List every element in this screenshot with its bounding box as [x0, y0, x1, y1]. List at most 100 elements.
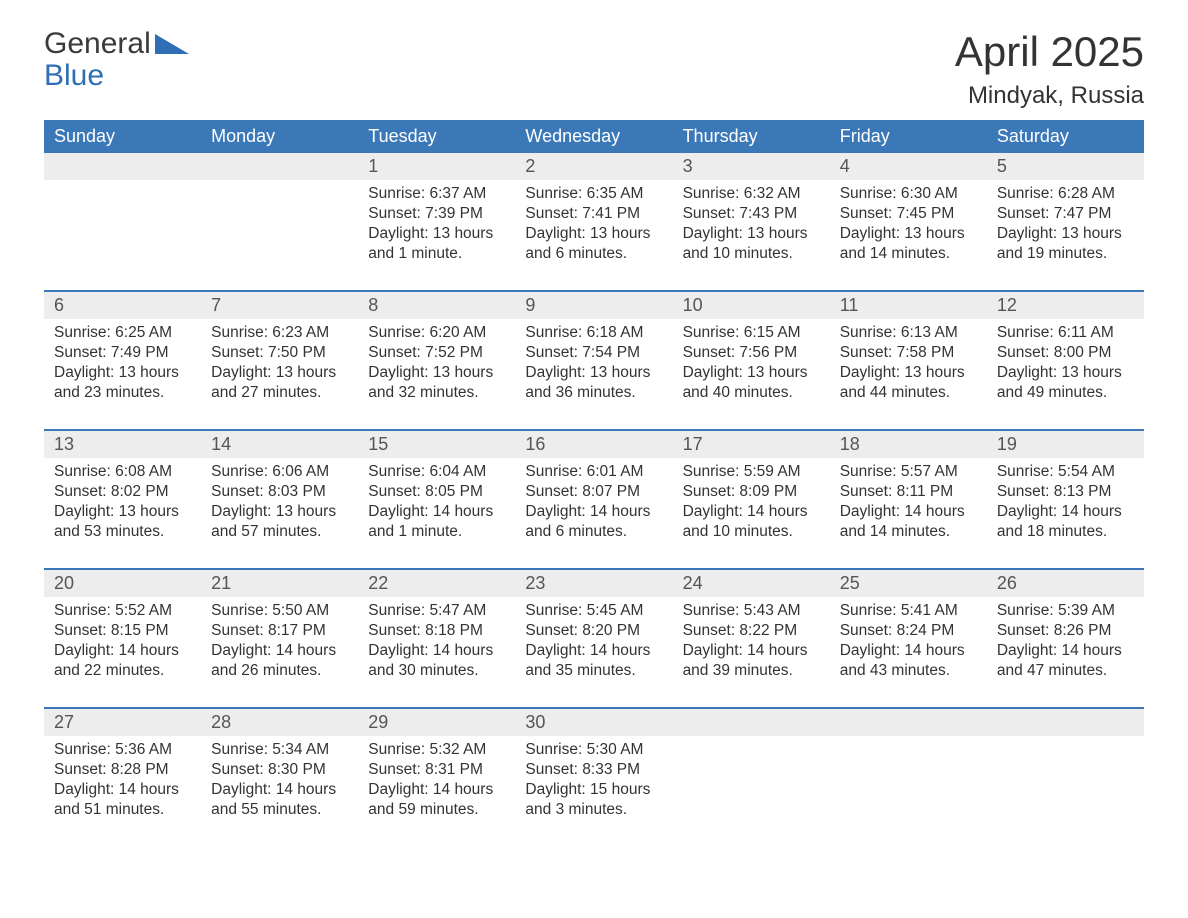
day-cell: Sunrise: 5:54 AMSunset: 8:13 PMDaylight:… [987, 458, 1144, 550]
day-name: Sunday [44, 120, 201, 153]
sunrise-line: Sunrise: 6:08 AM [54, 462, 191, 482]
daylight-line: Daylight: 13 hours and 40 minutes. [683, 363, 820, 403]
daylight-line: Daylight: 14 hours and 30 minutes. [368, 641, 505, 681]
day-number: 28 [201, 709, 358, 736]
brand-triangle-icon [155, 34, 189, 60]
day-number-row: 20212223242526 [44, 570, 1144, 597]
day-number: 16 [515, 431, 672, 458]
daylight-line: Daylight: 13 hours and 32 minutes. [368, 363, 505, 403]
daylight-line: Daylight: 14 hours and 1 minute. [368, 502, 505, 542]
sunset-line: Sunset: 8:11 PM [840, 482, 977, 502]
day-number: 10 [673, 292, 830, 319]
sunrise-line: Sunrise: 5:50 AM [211, 601, 348, 621]
day-number [673, 709, 830, 736]
day-cell [201, 180, 358, 272]
title-block: April 2025 Mindyak, Russia [955, 28, 1144, 110]
day-cell: Sunrise: 5:52 AMSunset: 8:15 PMDaylight:… [44, 597, 201, 689]
day-name: Monday [201, 120, 358, 153]
day-name: Wednesday [515, 120, 672, 153]
sunset-line: Sunset: 7:45 PM [840, 204, 977, 224]
sunrise-line: Sunrise: 5:52 AM [54, 601, 191, 621]
sunrise-line: Sunrise: 6:13 AM [840, 323, 977, 343]
day-number: 17 [673, 431, 830, 458]
day-cell [830, 736, 987, 828]
day-number: 1 [358, 153, 515, 180]
sunrise-line: Sunrise: 6:37 AM [368, 184, 505, 204]
sunrise-line: Sunrise: 6:32 AM [683, 184, 820, 204]
day-cell: Sunrise: 5:30 AMSunset: 8:33 PMDaylight:… [515, 736, 672, 828]
sunset-line: Sunset: 8:18 PM [368, 621, 505, 641]
day-cell [44, 180, 201, 272]
day-number-row: 27282930 [44, 709, 1144, 736]
location-label: Mindyak, Russia [955, 82, 1144, 110]
sunrise-line: Sunrise: 5:43 AM [683, 601, 820, 621]
daylight-line: Daylight: 13 hours and 27 minutes. [211, 363, 348, 403]
calendar-week: 13141516171819 Sunrise: 6:08 AM Sunset: 8:… [44, 429, 1144, 550]
daylight-line: Daylight: 13 hours and 1 minute. [368, 224, 505, 264]
sunrise-line: Sunrise: 6:25 AM [54, 323, 191, 343]
day-cell: Sunrise: 6:11 AMSunset: 8:00 PMDaylight:… [987, 319, 1144, 411]
day-cell: Sunrise: 5:47 AMSunset: 8:18 PMDaylight:… [358, 597, 515, 689]
day-number-row: 12345 [44, 153, 1144, 180]
day-number: 2 [515, 153, 672, 180]
sunrise-line: Sunrise: 5:36 AM [54, 740, 191, 760]
sunset-line: Sunset: 8:31 PM [368, 760, 505, 780]
daylight-line: Daylight: 13 hours and 44 minutes. [840, 363, 977, 403]
day-cell: Sunrise: 6:01 AMSunset: 8:07 PMDaylight:… [515, 458, 672, 550]
sunrise-line: Sunrise: 5:54 AM [997, 462, 1134, 482]
day-name: Friday [830, 120, 987, 153]
day-number: 22 [358, 570, 515, 597]
daylight-line: Daylight: 14 hours and 18 minutes. [997, 502, 1134, 542]
day-number: 18 [830, 431, 987, 458]
sunset-line: Sunset: 7:52 PM [368, 343, 505, 363]
day-cell: Sunrise: 6:18 AMSunset: 7:54 PMDaylight:… [515, 319, 672, 411]
sunrise-line: Sunrise: 5:34 AM [211, 740, 348, 760]
daylight-line: Daylight: 14 hours and 43 minutes. [840, 641, 977, 681]
day-number: 7 [201, 292, 358, 319]
sunrise-line: Sunrise: 5:39 AM [997, 601, 1134, 621]
sunset-line: Sunset: 8:03 PM [211, 482, 348, 502]
day-number [44, 153, 201, 180]
day-cell: Sunrise: 5:32 AMSunset: 8:31 PMDaylight:… [358, 736, 515, 828]
daylight-line: Daylight: 13 hours and 6 minutes. [525, 224, 662, 264]
day-cell [673, 736, 830, 828]
calendar-week: 12345Sunrise: 6:37 AMSunset: 7:39 PMDayl… [44, 153, 1144, 272]
sunrise-line: Sunrise: 5:32 AM [368, 740, 505, 760]
day-cell: Sunrise: 6:37 AMSunset: 7:39 PMDaylight:… [358, 180, 515, 272]
calendar-header-row: SundayMondayTuesdayWednesdayThursdayFrid… [44, 120, 1144, 153]
daylight-line: Daylight: 14 hours and 59 minutes. [368, 780, 505, 820]
sunset-line: Sunset: 8:22 PM [683, 621, 820, 641]
daylight-line: Daylight: 14 hours and 22 minutes. [54, 641, 191, 681]
day-number: 23 [515, 570, 672, 597]
sunset-line: Sunset: 7:54 PM [525, 343, 662, 363]
day-number: 9 [515, 292, 672, 319]
sunrise-line: Sunrise: 6:20 AM [368, 323, 505, 343]
daylight-line: Daylight: 13 hours and 23 minutes. [54, 363, 191, 403]
day-name: Tuesday [358, 120, 515, 153]
sunset-line: Sunset: 8:17 PM [211, 621, 348, 641]
brand-logo: General Blue [44, 28, 189, 91]
sunset-line: Sunset: 7:56 PM [683, 343, 820, 363]
daylight-line: Daylight: 13 hours and 19 minutes. [997, 224, 1134, 264]
sunset-line: Sunset: 8:05 PM [368, 482, 505, 502]
sunset-line: Sunset: 8:26 PM [997, 621, 1134, 641]
daylight-line: Daylight: 13 hours and 10 minutes. [683, 224, 820, 264]
day-cell: Sunrise: 6:32 AMSunset: 7:43 PMDaylight:… [673, 180, 830, 272]
daylight-line: Daylight: 14 hours and 47 minutes. [997, 641, 1134, 681]
day-number-row: 13141516171819 [44, 431, 1144, 458]
day-number: 15 [358, 431, 515, 458]
day-cell: Sunrise: 5:34 AMSunset: 8:30 PMDaylight:… [201, 736, 358, 828]
day-number [201, 153, 358, 180]
daylight-line: Daylight: 13 hours and 14 minutes. [840, 224, 977, 264]
day-number: 12 [987, 292, 1144, 319]
daylight-line: Daylight: 13 hours and 53 minutes. [54, 502, 191, 542]
day-cell: Sunrise: 6:06 AMSunset: 8:03 PMDaylight:… [201, 458, 358, 550]
daylight-line: Daylight: 13 hours and 57 minutes. [211, 502, 348, 542]
day-number: 11 [830, 292, 987, 319]
sunset-line: Sunset: 7:39 PM [368, 204, 505, 224]
day-number-row: 6789101112 [44, 292, 1144, 319]
sunset-line: Sunset: 7:58 PM [840, 343, 977, 363]
day-number: 4 [830, 153, 987, 180]
sunset-line: Sunset: 8:28 PM [54, 760, 191, 780]
sunset-line: Sunset: 7:47 PM [997, 204, 1134, 224]
